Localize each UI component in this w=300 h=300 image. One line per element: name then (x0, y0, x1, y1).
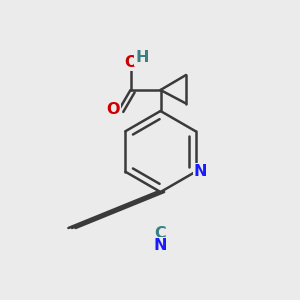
Text: O: O (124, 55, 137, 70)
Text: H: H (135, 50, 149, 64)
Text: O: O (106, 102, 119, 117)
Text: C: C (154, 226, 166, 241)
Text: N: N (154, 238, 167, 253)
Text: N: N (194, 164, 207, 179)
